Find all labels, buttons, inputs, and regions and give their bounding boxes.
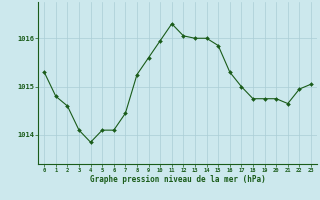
X-axis label: Graphe pression niveau de la mer (hPa): Graphe pression niveau de la mer (hPa): [90, 175, 266, 184]
